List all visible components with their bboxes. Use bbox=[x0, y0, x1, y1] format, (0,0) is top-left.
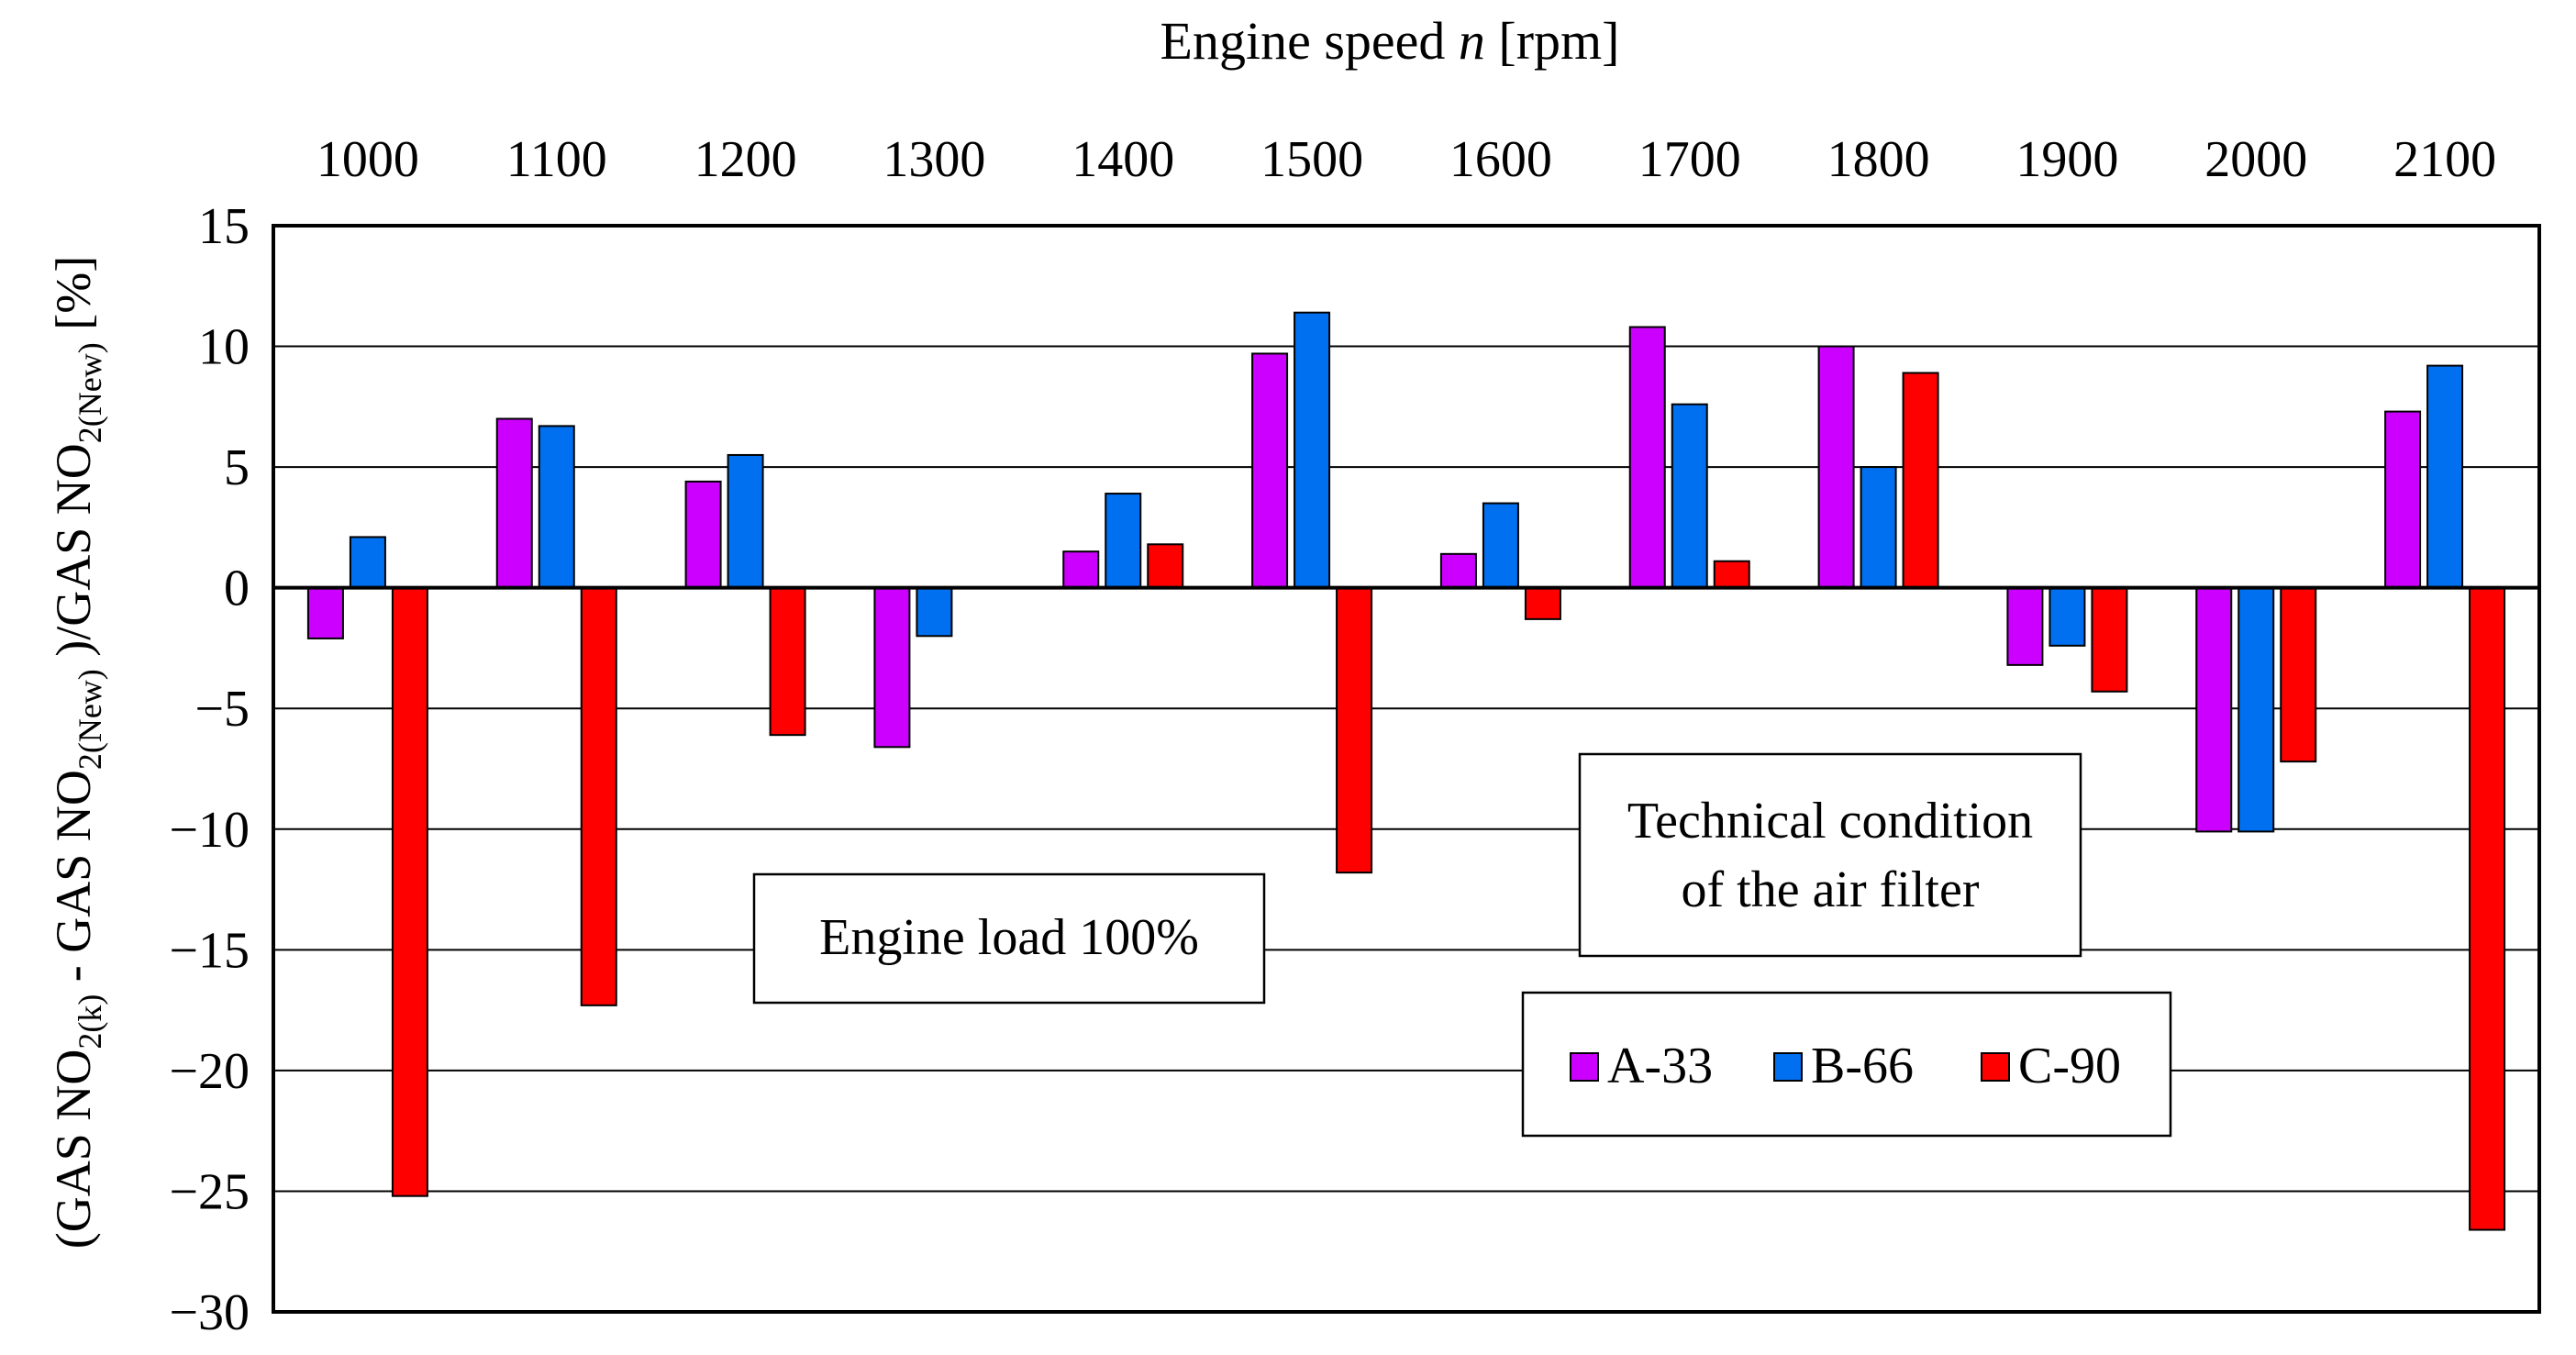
bar-b-66-1400 bbox=[1105, 493, 1142, 589]
bar-c-90-1100 bbox=[580, 586, 617, 1006]
bar-a-33-1200 bbox=[684, 480, 722, 589]
bar-a-33-1800 bbox=[1817, 345, 1855, 589]
legend-swatch-a-33 bbox=[1570, 1052, 1599, 1082]
y-axis-label: (GAS NO2(k) - GAS NO2(New) )/GAS NO2(New… bbox=[46, 256, 108, 1249]
y-tick-label: −30 bbox=[169, 1284, 250, 1341]
bar-b-66-1800 bbox=[1860, 466, 1897, 589]
x-tick-label: 1800 bbox=[1827, 131, 1930, 188]
x-axis-label: Engine speed n [rpm] bbox=[1160, 11, 1620, 71]
filter-condition-annotation: Technical condition of the air filter bbox=[1578, 752, 2082, 958]
bar-c-90-1200 bbox=[769, 586, 806, 737]
y-tick-label: 15 bbox=[198, 198, 250, 255]
y-tick-labels: 15 10 5 0 −5 −10 −15 −20 −25 −30 bbox=[169, 198, 250, 1341]
bar-b-66-1000 bbox=[349, 536, 386, 589]
legend-label-c-90: C-90 bbox=[2018, 1038, 2121, 1094]
y-tick-label: 5 bbox=[224, 439, 250, 496]
x-tick-label: 1700 bbox=[1638, 131, 1741, 188]
filter-condition-box bbox=[1578, 752, 2082, 958]
bar-c-90-1500 bbox=[1336, 586, 1373, 874]
engine-load-box bbox=[752, 872, 1266, 1005]
legend-box bbox=[1521, 991, 2172, 1138]
x-tick-label: 2100 bbox=[2393, 131, 2496, 188]
x-tick-label: 1600 bbox=[1449, 131, 1552, 188]
bar-b-66-1300 bbox=[916, 586, 953, 638]
bar-b-66-1500 bbox=[1294, 311, 1331, 589]
bar-c-90-1800 bbox=[1902, 372, 1939, 589]
y-tick-label: 0 bbox=[224, 561, 250, 617]
bar-a-33-2000 bbox=[2195, 586, 2233, 833]
x-tick-label: 2000 bbox=[2204, 131, 2307, 188]
bar-a-33-1100 bbox=[495, 417, 533, 589]
bar-c-90-2000 bbox=[2280, 586, 2317, 763]
y-tick-label: 10 bbox=[198, 319, 250, 376]
bar-b-66-1900 bbox=[2049, 586, 2086, 647]
bar-c-90-1000 bbox=[391, 586, 428, 1197]
y-tick-label: −5 bbox=[194, 681, 250, 738]
bar-a-33-1700 bbox=[1628, 326, 1666, 589]
engine-load-annotation: Engine load 100% bbox=[752, 872, 1266, 1005]
x-tick-label: 1100 bbox=[506, 131, 607, 188]
bar-b-66-1600 bbox=[1482, 502, 1519, 589]
filter-condition-line1: Technical condition bbox=[1627, 793, 2033, 850]
bar-b-66-2000 bbox=[2237, 586, 2275, 833]
bar-a-33-1300 bbox=[873, 586, 911, 749]
legend-swatch-c-90 bbox=[1981, 1052, 2010, 1082]
x-tick-label: 1400 bbox=[1071, 131, 1174, 188]
x-tick-labels: 1000 1100 1200 1300 1400 1500 1600 1700 1800 1900… bbox=[316, 131, 2496, 188]
legend-label-a-33: A-33 bbox=[1607, 1038, 1713, 1094]
engine-load-text: Engine load 100% bbox=[819, 909, 1199, 966]
x-tick-label: 1900 bbox=[2015, 131, 2118, 188]
bar-b-66-1100 bbox=[538, 425, 575, 589]
bar-b-66-1700 bbox=[1671, 403, 1708, 589]
x-tick-label: 1200 bbox=[694, 131, 797, 188]
x-tick-label: 1000 bbox=[316, 131, 419, 188]
bar-a-33-1000 bbox=[306, 586, 344, 639]
bar-b-66-1200 bbox=[727, 453, 764, 589]
y-tick-label: −25 bbox=[169, 1163, 250, 1220]
bars bbox=[306, 311, 2506, 1231]
bar-c-90-1900 bbox=[2091, 586, 2128, 693]
legend-swatch-b-66 bbox=[1773, 1052, 1803, 1082]
bar-b-66-2100 bbox=[2426, 364, 2464, 589]
legend: A-33 B-66 C-90 bbox=[1521, 991, 2172, 1138]
bar-a-33-1500 bbox=[1251, 352, 1289, 589]
y-tick-label: −10 bbox=[169, 802, 250, 859]
bar-a-33-1600 bbox=[1439, 552, 1477, 589]
plot-area-frame bbox=[272, 224, 2541, 1314]
bar-a-33-2100 bbox=[2384, 410, 2422, 589]
bar-a-33-1900 bbox=[2006, 586, 2044, 666]
filter-condition-line2: of the air filter bbox=[1682, 861, 1980, 918]
x-tick-label: 1300 bbox=[883, 131, 985, 188]
legend-label-b-66: B-66 bbox=[1811, 1038, 1914, 1094]
bar-c-90-1700 bbox=[1713, 560, 1750, 589]
y-tick-label: −15 bbox=[169, 922, 250, 979]
bar-c-90-1400 bbox=[1147, 543, 1184, 589]
bar-a-33-1400 bbox=[1062, 550, 1100, 589]
y-tick-label: −20 bbox=[169, 1043, 250, 1100]
bar-c-90-1600 bbox=[1524, 586, 1561, 620]
bar-c-90-2100 bbox=[2469, 586, 2506, 1231]
x-tick-label: 1500 bbox=[1260, 131, 1363, 188]
